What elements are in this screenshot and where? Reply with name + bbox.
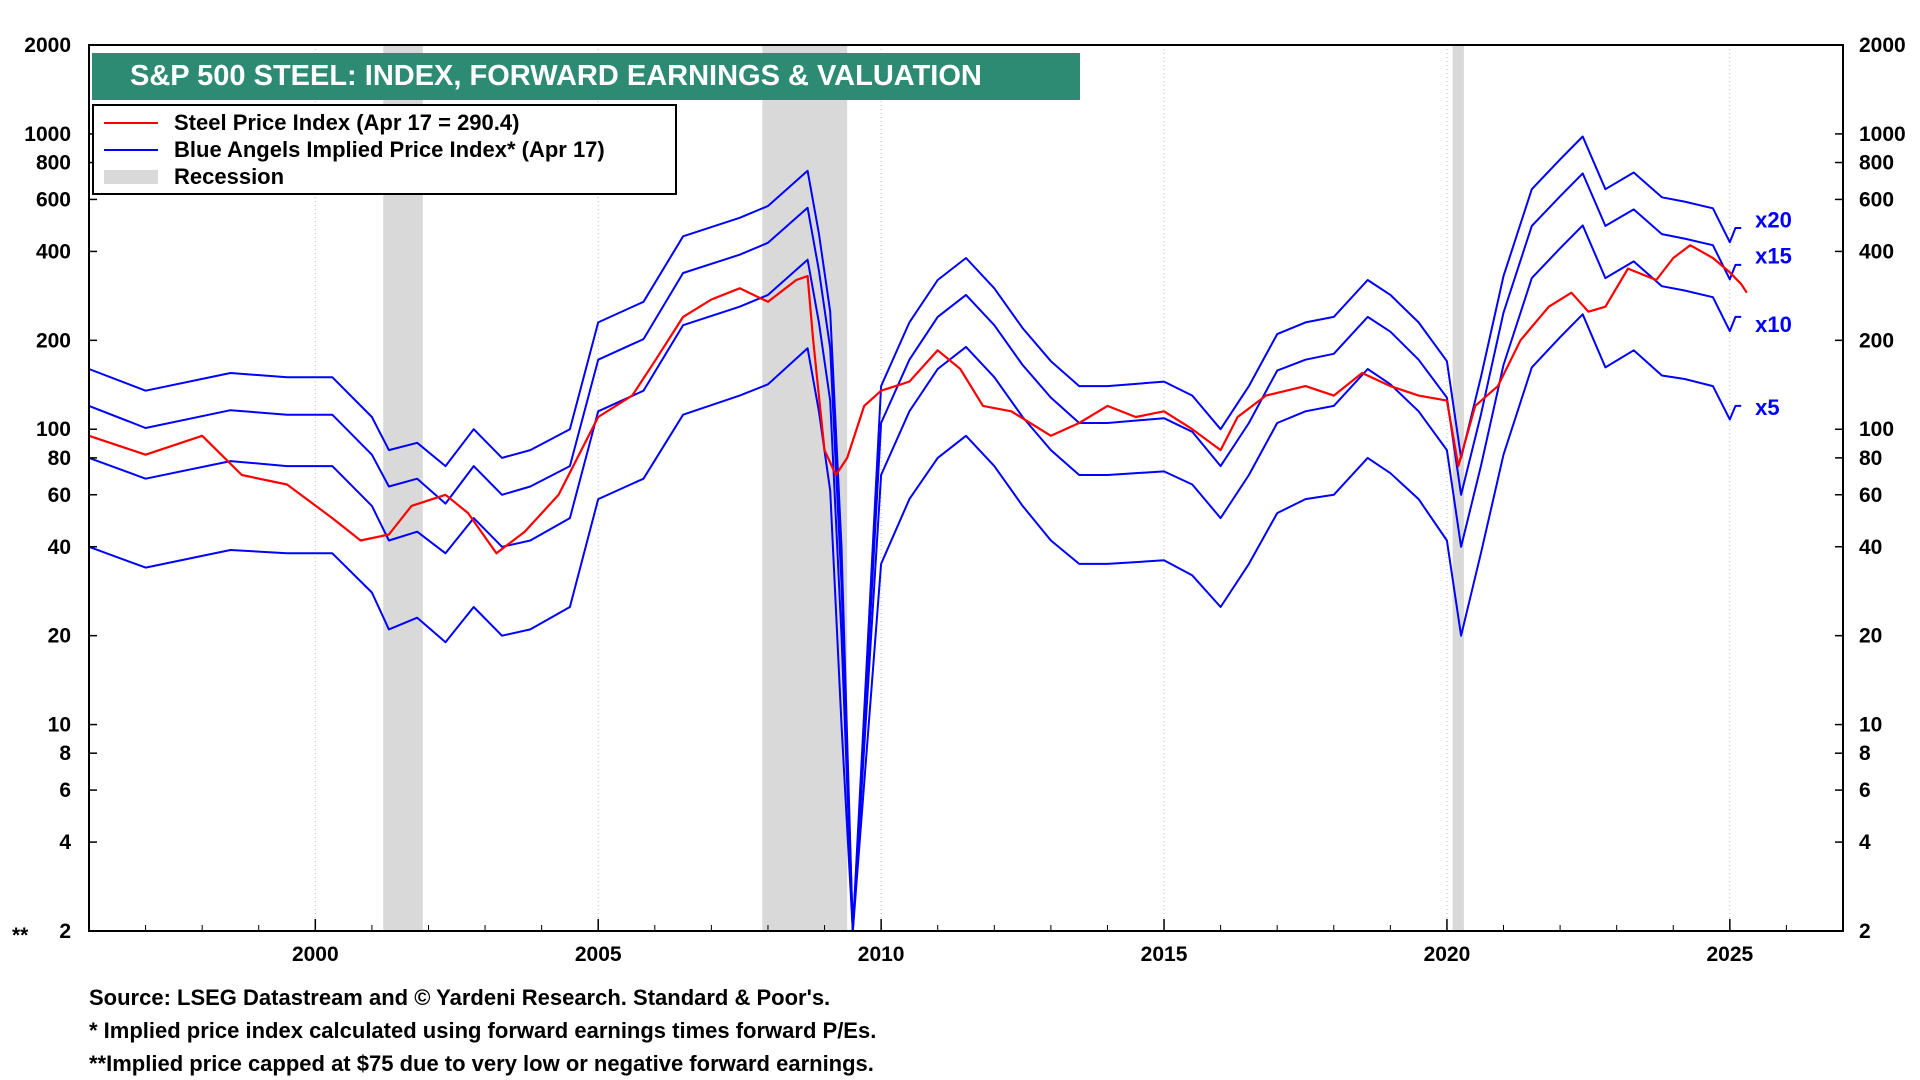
series-lines	[88, 135, 1748, 932]
recession-band-2	[1452, 45, 1464, 931]
footnote-implied: * Implied price index calculated using f…	[89, 1018, 877, 1043]
x-tick-label: 2015	[1141, 943, 1188, 966]
y-tick-label-right: 1000	[1859, 123, 1906, 146]
series-line-implied-x5	[88, 313, 1742, 932]
y-tick-label-left: 4	[59, 831, 71, 854]
y-axis-right-labels: 2 4 6 8 10 20 40 60 80 100 200 400 600 800 1000 2000	[1859, 34, 1906, 943]
legend-label-steel: Steel Price Index (Apr 17 = 290.4)	[174, 110, 520, 135]
x-axis-labels: 2000 2005 2010 2015 2020 2025	[292, 943, 1754, 966]
y-tick-label-right: 10	[1859, 714, 1882, 737]
y-tick-label-left: 800	[36, 152, 71, 175]
y-tick-label-left: 10	[48, 714, 71, 737]
y-tick-label-right: 100	[1859, 418, 1894, 441]
x-tick-label: 2010	[858, 943, 905, 966]
x-tick-label: 2025	[1706, 943, 1753, 966]
y-tick-label-right: 600	[1859, 188, 1894, 211]
y-tick-label-right: 40	[1859, 536, 1882, 559]
legend-swatch-red-line	[104, 122, 158, 124]
y-tick-label-right: 2	[1859, 920, 1871, 943]
y-tick-label-left: 400	[36, 240, 71, 263]
y-tick-label-right: 200	[1859, 329, 1894, 352]
y-tick-label-left: 40	[48, 536, 71, 559]
axis-note-marker: **	[12, 924, 29, 947]
legend-label-implied: Blue Angels Implied Price Index* (Apr 17…	[174, 137, 605, 162]
y-tick-label-left: 6	[59, 779, 71, 802]
chart-title: S&P 500 STEEL: INDEX, FORWARD EARNINGS &…	[92, 53, 1080, 100]
series-end-label-x20: x20	[1755, 207, 1792, 232]
y-tick-label-right: 800	[1859, 152, 1894, 175]
series-end-labels: x20 x15 x10 x5	[1755, 207, 1792, 420]
series-line-implied-x10	[88, 224, 1742, 932]
y-tick-label-right: 8	[1859, 742, 1871, 765]
legend-swatch-blue-line	[104, 149, 158, 151]
y-tick-label-left: 100	[36, 418, 71, 441]
axis-ticks	[89, 44, 1843, 932]
series-end-label-x15: x15	[1755, 243, 1792, 268]
footnote-source: Source: LSEG Datastream and © Yardeni Re…	[89, 985, 831, 1010]
y-tick-label-left: 200	[36, 329, 71, 352]
y-tick-label-left: 600	[36, 188, 71, 211]
y-tick-label-right: 2000	[1859, 34, 1906, 57]
y-tick-label-left: 1000	[24, 123, 71, 146]
y-tick-label-right: 80	[1859, 447, 1882, 470]
y-tick-label-left: 8	[59, 742, 71, 765]
y-tick-label-left: 2000	[24, 34, 71, 57]
y-tick-label-left: 2	[59, 920, 71, 943]
x-tick-label: 2005	[575, 943, 622, 966]
y-tick-label-right: 20	[1859, 625, 1882, 648]
y-tick-label-right: 60	[1859, 484, 1882, 507]
y-tick-label-right: 6	[1859, 779, 1871, 802]
legend-swatch-gray-band	[104, 170, 158, 184]
series-line-implied-x15	[88, 172, 1742, 932]
legend-item-recession: Recession	[104, 164, 284, 190]
series-end-label-x5: x5	[1755, 395, 1779, 420]
legend-item-steel: Steel Price Index (Apr 17 = 290.4)	[104, 110, 519, 136]
y-tick-label-left: 80	[48, 447, 71, 470]
y-tick-label-left: 60	[48, 484, 71, 507]
series-line-implied-x20	[88, 135, 1742, 932]
y-tick-label-right: 4	[1859, 831, 1871, 854]
series-end-label-x10: x10	[1755, 312, 1792, 337]
y-axis-left-labels: 2 4 6 8 10 20 40 60 80 100 200 400 600 800 1000 2000	[24, 34, 71, 943]
footnote-capped: **Implied price capped at $75 due to ver…	[89, 1051, 874, 1076]
recession-band-1	[762, 45, 848, 931]
x-tick-label: 2020	[1424, 943, 1471, 966]
legend: Steel Price Index (Apr 17 = 290.4) Blue …	[92, 104, 677, 195]
legend-label-recession: Recession	[174, 164, 285, 189]
plot-frame	[88, 44, 1844, 932]
series-line-steel-price-index	[88, 244, 1748, 555]
x-tick-label: 2000	[292, 943, 339, 966]
legend-item-implied: Blue Angels Implied Price Index* (Apr 17…	[104, 137, 605, 163]
y-tick-label-left: 20	[48, 625, 71, 648]
y-tick-label-right: 400	[1859, 240, 1894, 263]
